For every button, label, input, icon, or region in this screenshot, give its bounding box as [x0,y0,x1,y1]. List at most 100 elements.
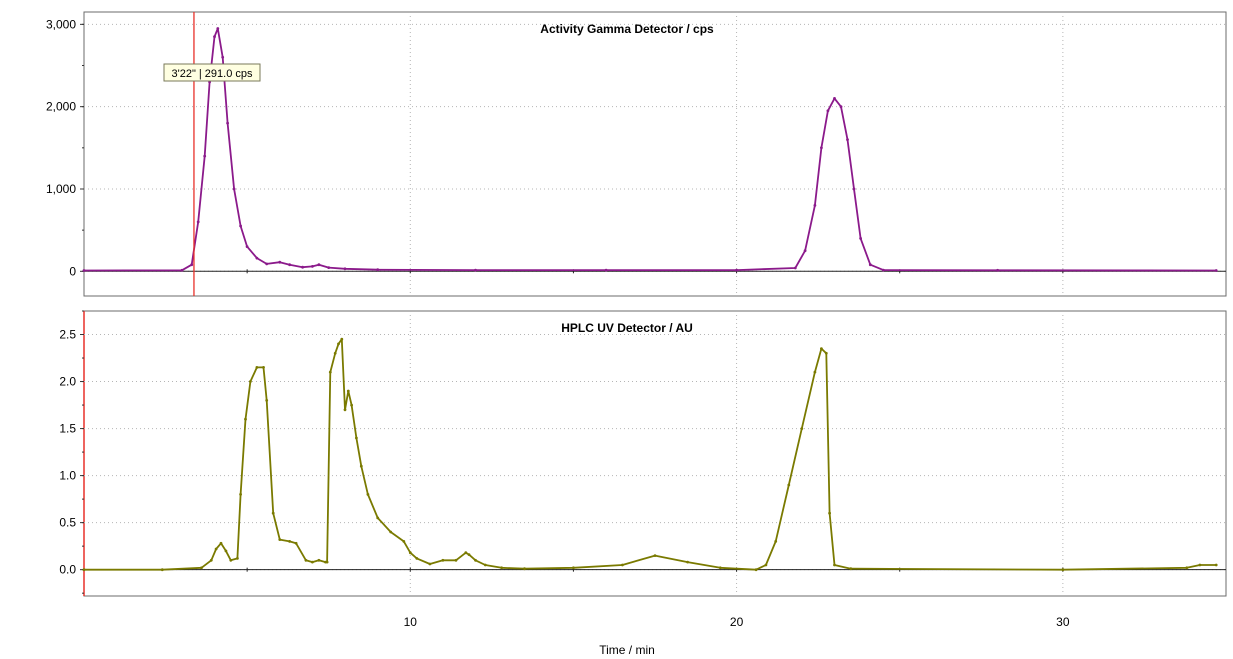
gamma-panel-title: Activity Gamma Detector / cps [540,22,714,36]
gamma-data-point [846,138,849,142]
uv-data-point [1185,566,1189,570]
uv-data-point [376,516,380,520]
uv-data-point [219,541,223,545]
gamma-y-ticks: 0 1,000 2,000 3,000 [46,17,84,278]
gamma-series [82,27,1218,272]
uv-x-tick-label: 30 [1056,615,1070,629]
uv-data-point [294,541,298,545]
gamma-data-point [232,187,236,191]
uv-data-point [820,347,823,350]
uv-data-point [340,337,344,341]
uv-data-point [754,568,758,572]
uv-x-tick-label: 20 [730,615,744,629]
gamma-data-point [311,265,314,268]
gamma-data-point [245,245,249,249]
uv-data-point [209,558,213,562]
uv-x-tick-label: 10 [404,615,418,629]
uv-data-point [787,483,791,487]
uv-data-point [833,563,836,567]
uv-data-point [523,567,526,571]
gamma-data-point [327,266,331,269]
uv-detector-panel: 0.0 0.5 1.0 1.5 2.0 2.5 10 20 30 HPLC UV Detect… [59,310,1227,629]
uv-y-ticks: 0.0 0.5 1.0 1.5 2.0 2.5 [59,310,84,594]
uv-series [82,337,1218,572]
uv-data-point [262,366,265,369]
gamma-data-point [1214,269,1218,272]
uv-data-point [415,557,419,560]
uv-data-point [200,566,203,570]
gamma-data-point [239,224,243,228]
uv-data-point [333,351,337,355]
gamma-y-tick-label: 2,000 [46,100,76,114]
uv-signal-line [84,338,1217,571]
uv-data-point [249,380,252,383]
uv-data-point [686,560,689,564]
uv-y-tick-label: 2.0 [59,375,76,389]
gamma-data-point [288,263,291,267]
uv-panel-title: HPLC UV Detector / AU [561,321,693,335]
uv-data-point [464,551,468,555]
uv-data-point [402,540,406,543]
gamma-data-point [793,266,797,270]
gamma-detector-panel: 0 1,000 2,000 3,000 Activity Gamma Detector… [46,11,1227,297]
uv-plot-frame [83,310,1227,597]
uv-y-tick-label: 0.5 [59,516,76,530]
uv-data-point [359,464,363,468]
uv-data-point [500,566,503,570]
gamma-y-tick-label: 3,000 [46,17,76,31]
uv-data-point [408,551,412,555]
gamma-y-tick-label: 0 [69,264,76,278]
gamma-data-point [203,154,207,158]
uv-data-point [813,370,817,374]
uv-data-point [229,558,233,562]
uv-data-point [311,560,314,564]
gamma-data-point [82,269,86,272]
uv-data-point [288,540,291,543]
uv-data-point [441,558,445,562]
gamma-data-point [376,268,380,272]
uv-data-point [366,493,370,496]
uv-data-point [350,403,353,407]
gamma-data-point [803,249,807,253]
uv-data-point [355,436,358,440]
uv-data-point [1198,563,1202,567]
cursor-tooltip: 3'22" | 291.0 cps [163,63,261,82]
gamma-gridlines [84,12,1226,296]
uv-data-point [474,558,477,562]
uv-data-point [467,553,471,556]
uv-data-point [621,563,624,567]
uv-data-point [255,366,259,369]
uv-data-point [325,560,329,564]
uv-y-tick-label: 2.5 [59,328,76,342]
uv-data-point [82,568,86,572]
uv-data-point [214,547,218,551]
cursor-tooltip-text: 3'22" | 291.0 cps [171,68,253,80]
uv-data-point [236,557,239,560]
uv-data-point [278,538,282,541]
uv-data-point [346,389,350,393]
gamma-data-point [317,263,321,267]
uv-data-point [849,567,853,571]
uv-data-point [454,558,458,562]
gamma-data-point [839,105,843,109]
uv-data-point [483,563,487,567]
uv-data-point [824,351,828,355]
gamma-data-point [826,109,830,113]
gamma-data-point [343,267,347,271]
uv-data-point [764,563,768,567]
gamma-data-point [813,204,817,207]
uv-y-tick-label: 1.0 [59,469,76,483]
gamma-data-point [820,146,823,150]
uv-data-point [828,511,831,515]
gamma-data-point [301,265,304,269]
gamma-data-point [196,220,200,224]
uv-data-point [718,566,722,570]
cursor-tooltip-box [163,63,261,82]
uv-data-point [653,554,657,557]
uv-data-point [317,558,321,562]
uv-data-point [774,540,778,543]
uv-data-point [239,493,243,496]
gamma-data-point [226,121,230,125]
gamma-data-point [278,260,282,264]
